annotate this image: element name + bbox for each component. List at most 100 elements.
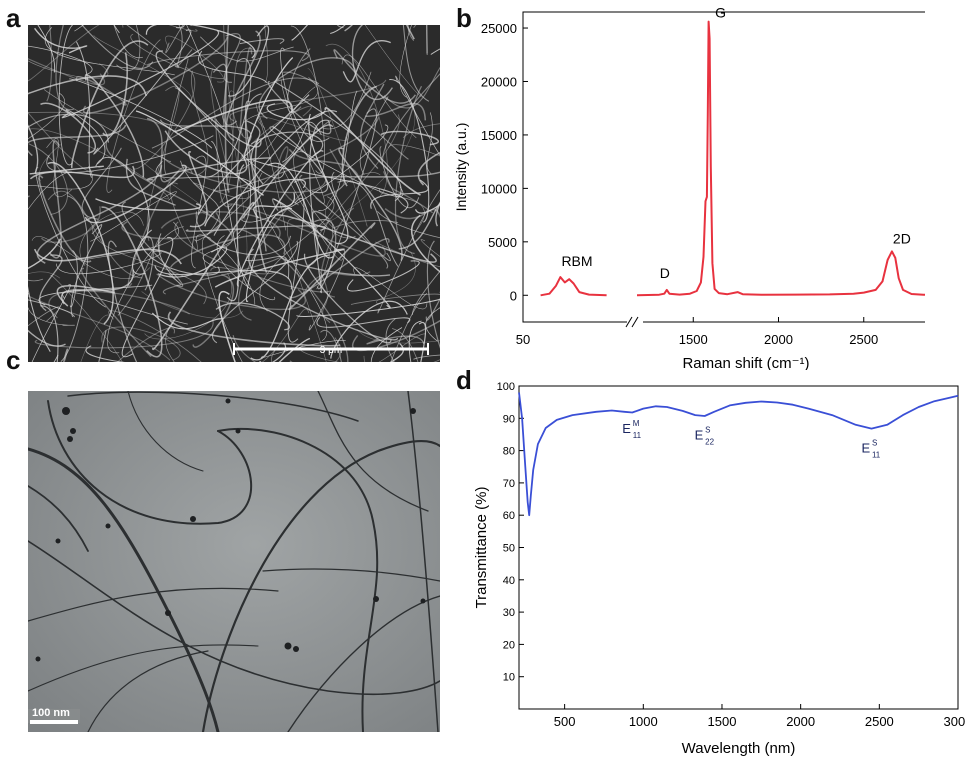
sem-fiber	[174, 221, 331, 293]
transmittance-annotation-superscript: M	[633, 419, 640, 428]
sem-fiber	[232, 228, 349, 362]
raman-x-axis: 501500200025003000	[516, 316, 878, 347]
sem-fiber	[202, 236, 243, 362]
sem-fiber	[356, 329, 440, 344]
sem-fiber	[236, 46, 253, 176]
transmittance-annotations: E M11 E S22 E S11	[622, 419, 881, 459]
sem-fiber	[85, 345, 262, 362]
transmittance-x-tick-label: 500	[554, 714, 576, 729]
sem-fiber	[28, 306, 60, 327]
sem-fiber	[186, 25, 225, 127]
raman-plot-frame	[522, 11, 925, 323]
sem-fiber	[194, 120, 331, 242]
raman-x-tick-label: 50	[516, 332, 530, 347]
sem-fiber	[28, 60, 109, 79]
sem-fiber	[93, 29, 192, 155]
sem-fiber	[212, 240, 298, 344]
sem-fiber	[127, 166, 194, 287]
sem-fiber	[379, 146, 420, 209]
sem-fiber	[164, 58, 189, 174]
sem-fiber	[288, 222, 376, 311]
sem-fiber	[33, 248, 182, 265]
sem-fiber	[253, 192, 295, 219]
sem-fiber	[237, 105, 312, 184]
sem-fiber	[147, 50, 309, 66]
transmittance-y-tick-label: 30	[503, 607, 515, 619]
sem-fiber	[158, 233, 182, 285]
sem-fiber	[160, 211, 281, 239]
sem-fiber	[28, 171, 72, 211]
sem-fiber	[244, 100, 267, 252]
sem-fiber	[38, 175, 92, 263]
sem-image: 3 μm	[28, 25, 440, 362]
sem-fiber	[238, 188, 307, 321]
sem-fiber	[383, 66, 440, 109]
raman-x-axis-label: Raman shift (cm⁻¹)	[682, 355, 809, 370]
sem-fiber	[418, 321, 427, 362]
sem-fiber	[37, 25, 55, 73]
sem-fiber	[28, 92, 65, 140]
sem-fiber	[408, 320, 422, 362]
sem-fiber	[28, 295, 171, 361]
sem-fiber	[40, 305, 59, 362]
panel-label-c: c	[6, 345, 21, 375]
sem-fiber	[75, 41, 93, 178]
sem-fiber	[55, 251, 162, 275]
panel-label-d: d	[456, 365, 472, 395]
sem-fiber	[308, 249, 346, 331]
raman-peak-label: 2D	[893, 230, 911, 246]
sem-fiber	[280, 79, 325, 204]
sem-fiber	[261, 308, 310, 362]
transmittance-line	[518, 392, 959, 517]
sem-fiber	[165, 25, 184, 53]
transmittance-x-tick-label: 2500	[865, 714, 894, 729]
sem-fiber	[31, 284, 71, 362]
transmittance-y-tick-label: 70	[503, 478, 515, 490]
sem-fiber	[44, 27, 175, 76]
sem-fiber	[198, 58, 252, 178]
sem-fiber	[155, 161, 255, 191]
sem-fiber	[28, 329, 66, 347]
sem-fiber	[84, 164, 187, 224]
sem-fiber	[39, 254, 63, 312]
sem-fiber	[214, 248, 345, 288]
sem-fiber	[274, 214, 437, 263]
sem-fiber	[425, 291, 440, 342]
sem-fiber	[417, 152, 440, 186]
sem-fiber	[291, 25, 309, 41]
transmittance-annotation-subscript: 11	[872, 451, 881, 460]
panel-label-b: b	[456, 3, 472, 33]
raman-peak-label: D	[660, 265, 670, 281]
sem-fiber	[425, 25, 428, 55]
sem-fiber	[365, 102, 427, 121]
sem-fiber	[155, 50, 262, 148]
sem-fiber	[223, 25, 252, 139]
sem-fiber	[426, 112, 433, 174]
sem-fiber	[133, 66, 196, 170]
sem-fiber	[28, 25, 124, 82]
sem-fiber	[241, 124, 334, 220]
sem-fiber	[48, 140, 62, 259]
sem-fiber	[325, 43, 388, 197]
transmittance-y-tick-label: 20	[503, 639, 515, 651]
sem-fiber	[28, 58, 105, 86]
sem-fiber	[346, 260, 420, 292]
sem-fiber	[256, 116, 348, 141]
sem-scale-label: 3 μm	[320, 345, 342, 356]
sem-fiber	[324, 107, 421, 196]
sem-fiber	[34, 319, 214, 349]
sem-fiber	[218, 290, 236, 362]
sem-fiber	[384, 208, 440, 220]
raman-x-tick-label: 1500	[679, 332, 708, 347]
transmittance-x-tick-label: 1500	[708, 714, 737, 729]
sem-fiber	[106, 39, 161, 193]
sem-fiber	[107, 226, 184, 354]
sem-fiber	[180, 160, 220, 236]
sem-fiber	[377, 189, 440, 314]
sem-fiber	[191, 155, 207, 269]
panel-label-a: a	[6, 3, 21, 33]
sem-fiber	[141, 236, 154, 291]
sem-fiber	[266, 103, 326, 121]
sem-fiber	[380, 130, 439, 146]
sem-fiber	[47, 190, 143, 279]
